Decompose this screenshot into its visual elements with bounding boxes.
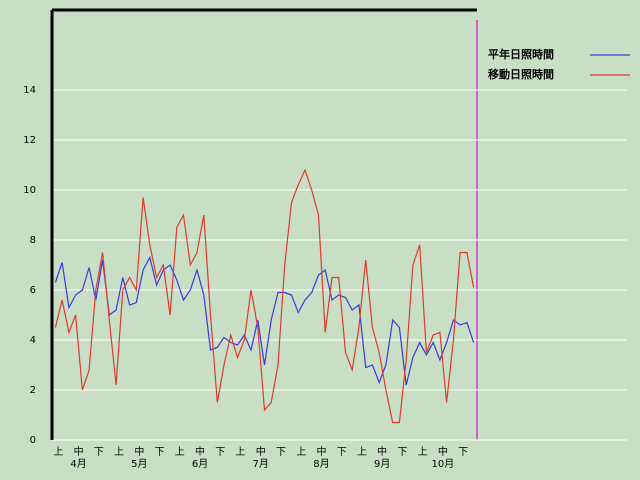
x-tick-label: 下: [397, 447, 407, 458]
x-tick-label: 下: [94, 447, 104, 458]
x-tick-label: 下: [337, 447, 347, 458]
y-tick-label: 4: [30, 335, 36, 346]
y-tick-label: 2: [30, 385, 36, 396]
month-label: 6月: [192, 458, 208, 470]
month-label: 4月: [70, 458, 86, 470]
legend-label: 平年日照時間: [488, 47, 554, 61]
y-tick-label: 0: [30, 435, 36, 446]
y-tick-label: 14: [23, 85, 36, 96]
month-label: 5月: [131, 458, 147, 470]
x-tick-label: 上: [418, 446, 428, 458]
x-tick-label: 下: [215, 447, 225, 458]
y-tick-label: 10: [23, 185, 36, 196]
x-tick-label: 上: [175, 446, 185, 458]
x-tick-label: 中: [195, 445, 205, 458]
x-tick-label: 上: [357, 446, 367, 458]
x-tick-label: 上: [296, 446, 306, 458]
x-tick-label: 下: [155, 447, 165, 458]
x-tick-label: 下: [458, 447, 468, 458]
month-label: 7月: [253, 458, 269, 470]
month-label: 8月: [313, 458, 329, 470]
y-tick-label: 12: [23, 135, 36, 146]
y-tick-label: 6: [30, 285, 36, 296]
series-line: [54, 255, 475, 386]
x-tick-label: 中: [316, 445, 326, 458]
x-tick-label: 中: [134, 445, 144, 458]
x-tick-label: 中: [256, 445, 266, 458]
y-tick-label: 8: [30, 235, 36, 246]
x-tick-label: 上: [236, 446, 246, 458]
month-label: 9月: [374, 458, 390, 470]
series-line: [54, 168, 475, 424]
x-tick-label: 下: [276, 447, 286, 458]
x-tick-label: 中: [438, 445, 448, 458]
x-tick-label: 上: [114, 446, 124, 458]
x-tick-label: 中: [377, 445, 387, 458]
legend-label: 移動日照時間: [488, 67, 554, 81]
x-tick-label: 上: [53, 446, 63, 458]
x-tick-label: 中: [74, 445, 84, 458]
month-label: 10月: [432, 458, 455, 470]
